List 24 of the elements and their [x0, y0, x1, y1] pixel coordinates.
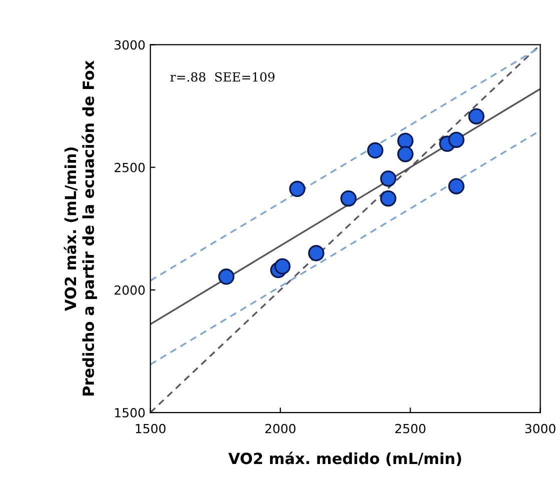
point: [448, 178, 464, 194]
point: [340, 190, 357, 207]
y-tick-label: 2000: [114, 285, 145, 295]
point: [367, 142, 384, 159]
point: [274, 258, 291, 274]
x-tick-label: 2000: [265, 424, 296, 434]
point: [218, 268, 234, 285]
annotation: r=.88 SEE=109: [170, 72, 274, 82]
x-tick-label: 3000: [525, 424, 556, 434]
y-tick-label: 3000: [114, 40, 145, 50]
y-axis-title: VO2 máx. (mL/min) Predicho a partir de la ecuación de Fox: [64, 60, 98, 396]
point: [308, 245, 324, 262]
point: [468, 108, 484, 124]
point: [289, 180, 306, 198]
point: [380, 190, 396, 207]
point: [448, 132, 464, 148]
y-tick-label: 2500: [114, 162, 145, 172]
point: [380, 170, 396, 187]
point: [397, 146, 414, 162]
y-tick-label: 1500: [115, 408, 145, 418]
point: [397, 132, 414, 149]
x-axis-title: VO2 máx. medido (mL/min): [228, 452, 462, 466]
x-tick-label: 2500: [395, 424, 426, 434]
x-tick-label: 1500: [136, 424, 166, 434]
